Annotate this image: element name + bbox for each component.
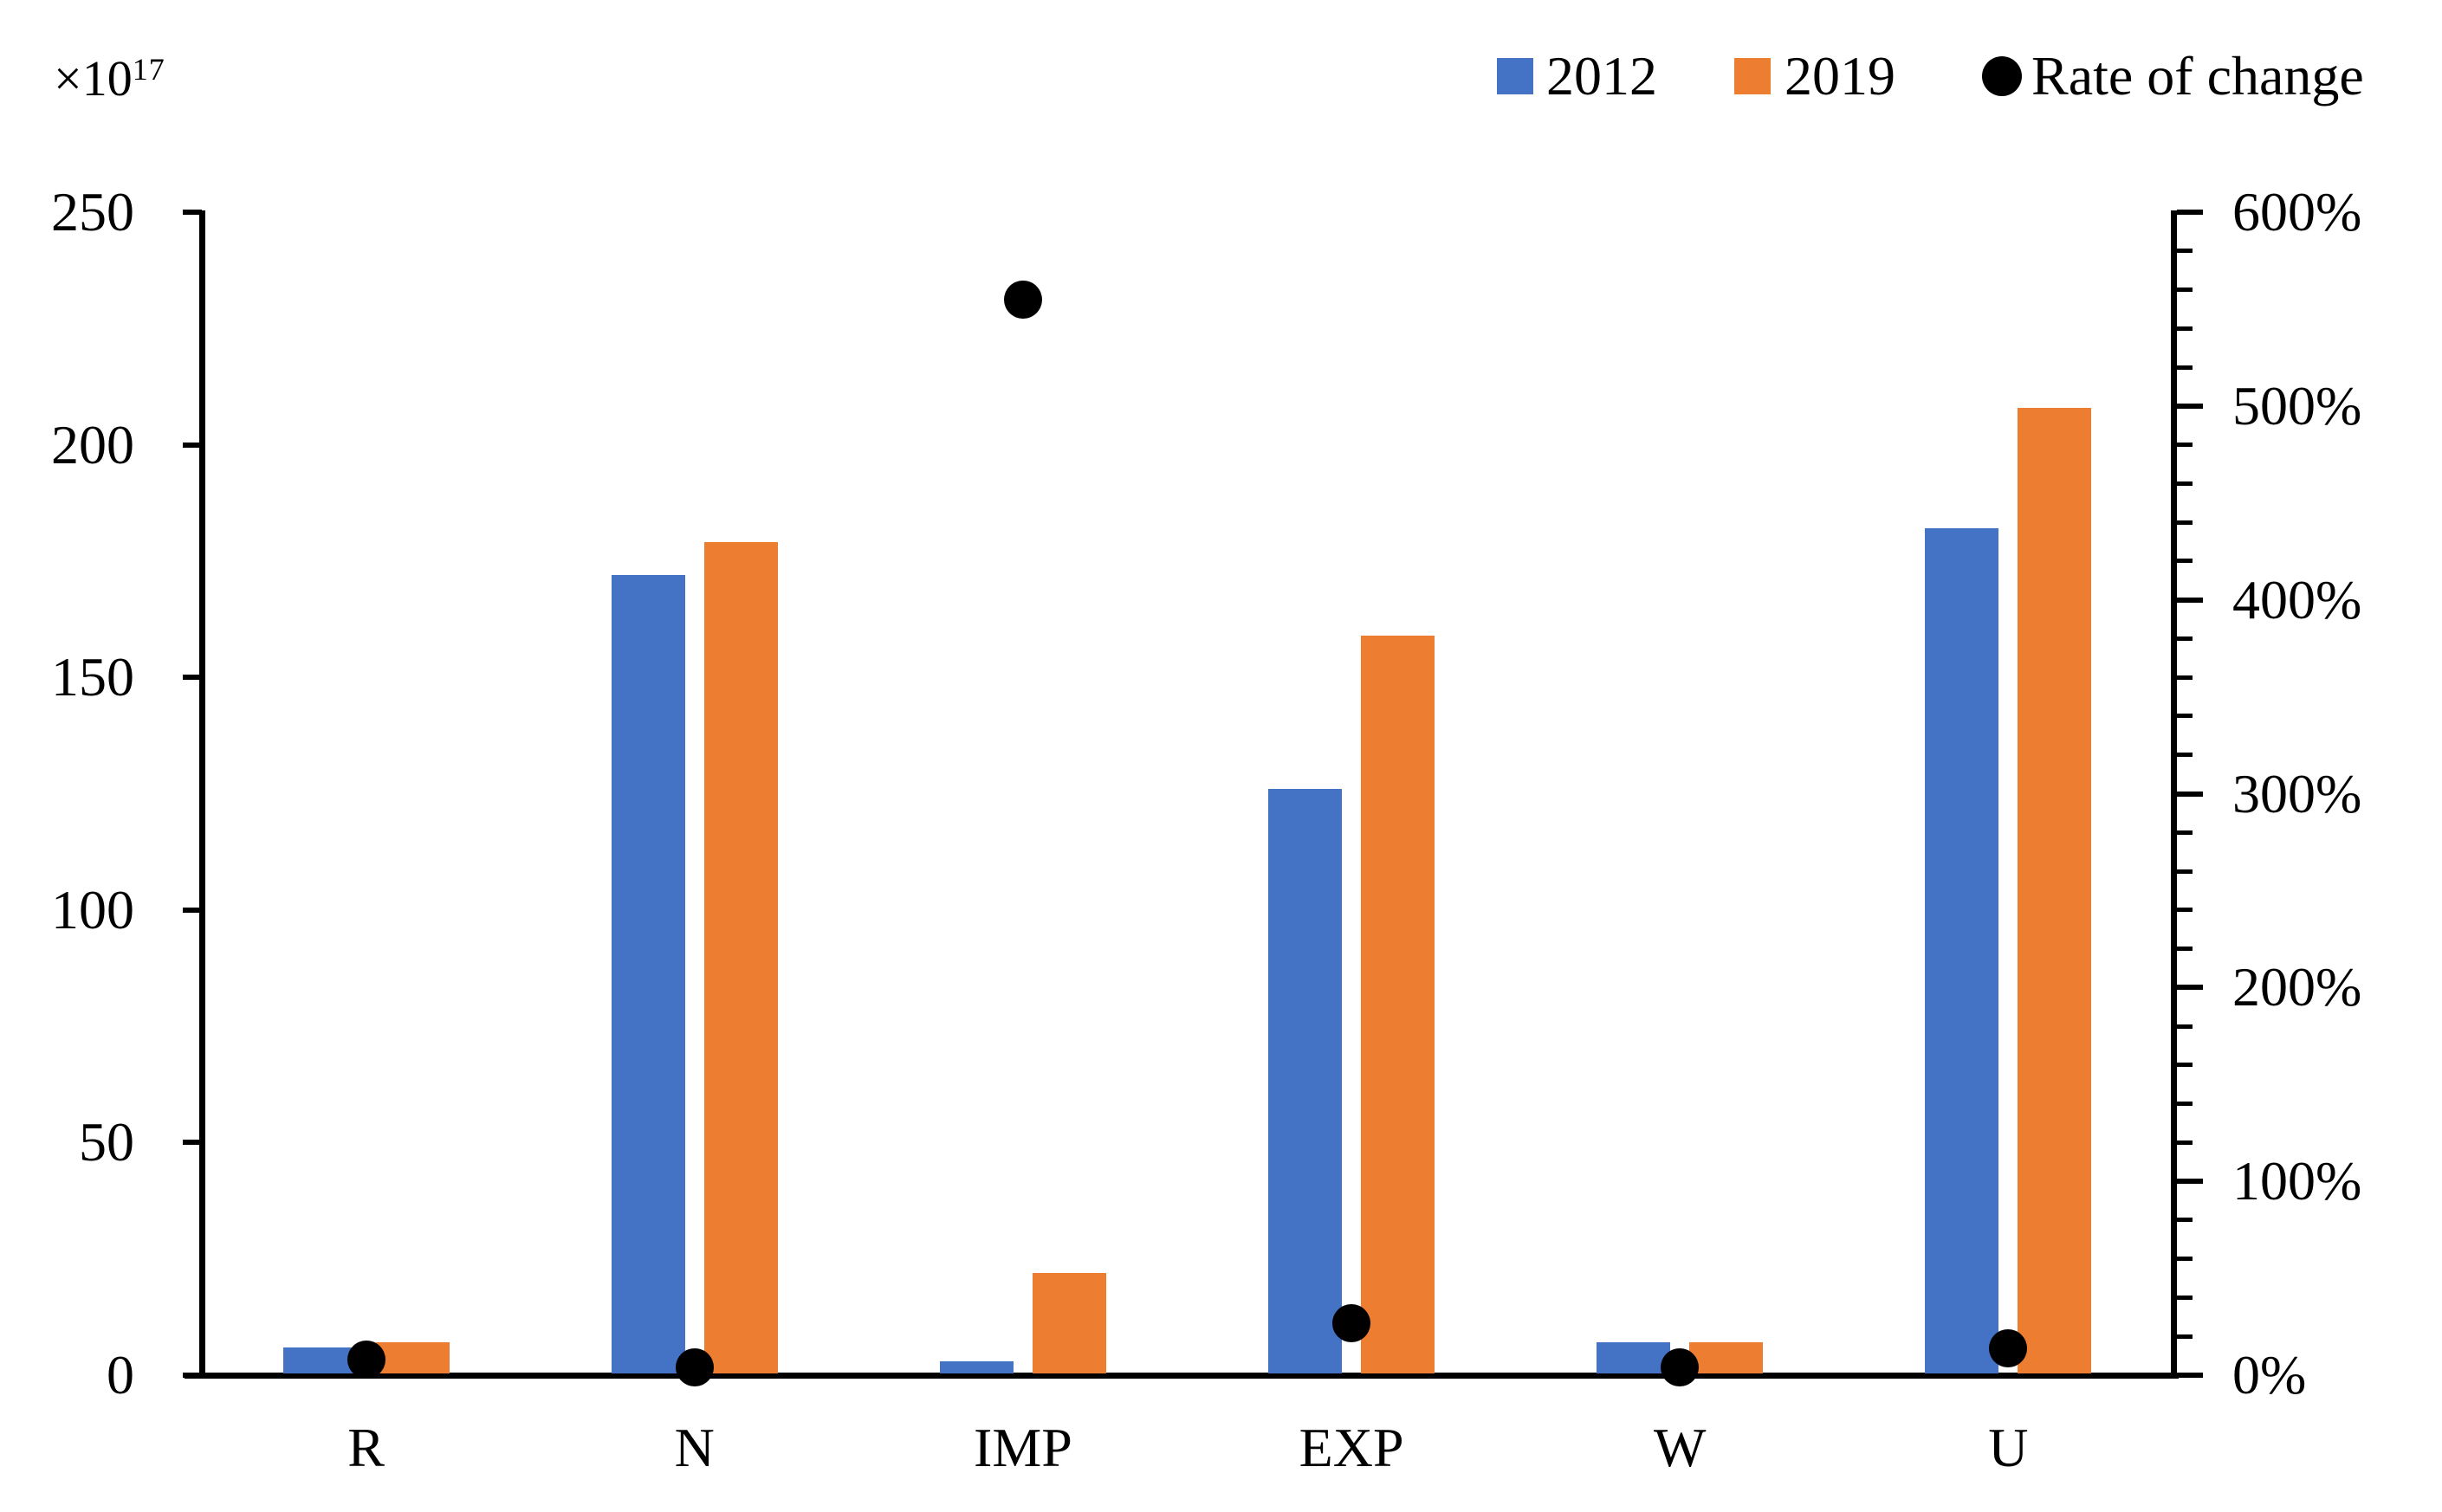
right-axis-minor-tick [2177, 636, 2193, 641]
left-axis-tick-label: 150 [51, 646, 134, 708]
left-axis-multiplier: ×1017 [54, 54, 165, 104]
right-axis-minor-tick [2177, 365, 2193, 370]
legend-label: 2012 [1546, 45, 1657, 107]
category-label: EXP [1299, 1417, 1404, 1478]
right-axis-tick-label: 500% [2232, 374, 2362, 436]
category-label: N [674, 1417, 715, 1478]
right-axis-tick [2177, 791, 2203, 797]
left-axis-tick [183, 210, 202, 215]
legend-square-swatch [1734, 58, 1771, 94]
bar-2019-U [2018, 407, 2092, 1373]
rate-dot-R [347, 1341, 385, 1380]
right-axis-minor-tick [2177, 675, 2193, 680]
legend-square-swatch [1497, 58, 1533, 94]
rate-dot-W [1661, 1348, 1700, 1387]
right-axis-minor-tick [2177, 481, 2193, 486]
right-axis-tick-label: 0% [2232, 1344, 2307, 1405]
right-axis-minor-tick [2177, 1257, 2193, 1262]
legend-label: Rate of change [2031, 45, 2364, 107]
left-axis-tick-label: 50 [79, 1111, 134, 1173]
bar-2019-R [375, 1342, 450, 1373]
right-axis-tick-label: 400% [2232, 568, 2362, 630]
bar-2012-U [1925, 528, 1999, 1373]
left-axis-tick-label: 100 [51, 878, 134, 940]
right-axis-minor-tick [2177, 1024, 2193, 1029]
right-axis-minor-tick [2177, 443, 2193, 448]
right-axis-tick-label: 300% [2232, 762, 2362, 824]
left-axis-tick [183, 907, 202, 913]
rate-dot-EXP [1332, 1303, 1371, 1342]
right-axis-minor-tick [2177, 1295, 2193, 1300]
right-axis-tick [2177, 1373, 2203, 1378]
left-axis-tick [183, 1373, 202, 1378]
right-axis-tick [2177, 985, 2203, 991]
right-axis-tick-label: 600% [2232, 181, 2362, 242]
right-axis-minor-tick [2177, 1140, 2193, 1145]
right-axis-tick [2177, 597, 2203, 603]
left-axis-line [199, 210, 205, 1379]
left-axis-tick-label: 200 [51, 413, 134, 475]
right-axis-minor-tick [2177, 326, 2193, 331]
right-axis-tick-label: 200% [2232, 956, 2362, 1018]
category-label: IMP [974, 1417, 1072, 1478]
right-axis-minor-tick [2177, 288, 2193, 293]
legend-label: 2019 [1785, 45, 1895, 107]
multiplier-base: ×10 [54, 50, 133, 107]
right-axis-minor-tick [2177, 908, 2193, 913]
right-axis-line [2171, 210, 2177, 1379]
rate-dot-U [1989, 1328, 2028, 1367]
bar-2019-EXP [1361, 635, 1435, 1373]
right-axis-minor-tick [2177, 714, 2193, 719]
bar-2012-IMP [939, 1360, 1014, 1373]
category-label: R [347, 1417, 385, 1478]
bar-2019-W [1689, 1342, 1764, 1373]
left-axis-tick-label: 250 [51, 181, 134, 242]
bar-2012-R [282, 1347, 357, 1373]
x-axis-line [185, 1373, 2179, 1379]
left-axis-tick [183, 442, 202, 448]
rate-dot-IMP [1003, 280, 1042, 319]
category-label: U [1988, 1417, 2029, 1478]
left-axis-tick [183, 675, 202, 681]
right-axis-minor-tick [2177, 1102, 2193, 1107]
right-axis-minor-tick [2177, 830, 2193, 835]
right-axis-minor-tick [2177, 520, 2193, 525]
right-axis-minor-tick [2177, 1218, 2193, 1223]
right-axis-minor-tick [2177, 1063, 2193, 1068]
right-axis-minor-tick [2177, 249, 2193, 254]
right-axis-minor-tick [2177, 869, 2193, 874]
right-axis-minor-tick [2177, 1334, 2193, 1339]
right-axis-minor-tick [2177, 559, 2193, 564]
right-axis-tick-label: 100% [2232, 1150, 2362, 1212]
right-axis-tick [2177, 1179, 2203, 1185]
bar-2012-N [611, 575, 685, 1373]
bar-2012-EXP [1268, 789, 1343, 1373]
category-label: W [1654, 1417, 1707, 1478]
multiplier-exponent: 17 [132, 52, 165, 87]
left-axis-tick-label: 0 [107, 1344, 134, 1405]
bar-2019-IMP [1032, 1272, 1106, 1373]
legend-circle-swatch [1982, 56, 2022, 96]
rate-dot-N [675, 1348, 714, 1387]
right-axis-minor-tick [2177, 753, 2193, 758]
bar-2012-W [1597, 1342, 1671, 1373]
right-axis-tick [2177, 403, 2203, 409]
right-axis-minor-tick [2177, 947, 2193, 952]
left-axis-tick [183, 1140, 202, 1146]
bar-2019-N [703, 542, 778, 1373]
right-axis-tick [2177, 210, 2203, 215]
